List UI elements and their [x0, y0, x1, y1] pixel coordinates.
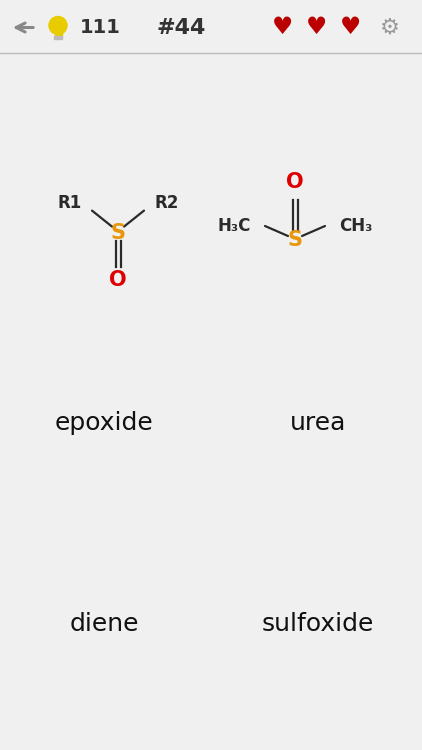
Text: ♥: ♥ — [340, 16, 361, 40]
Text: S: S — [287, 230, 303, 250]
Text: ⚙: ⚙ — [380, 17, 400, 38]
Text: R2: R2 — [154, 194, 179, 211]
Text: R1: R1 — [58, 194, 82, 211]
Text: urea: urea — [290, 411, 346, 435]
Circle shape — [49, 16, 67, 34]
Text: diene: diene — [69, 612, 139, 636]
Text: ♥: ♥ — [272, 16, 293, 40]
Bar — [54, 29, 62, 37]
Text: O: O — [286, 172, 304, 192]
Text: H₃C: H₃C — [218, 217, 251, 235]
Text: sulfoxide: sulfoxide — [262, 612, 374, 636]
Bar — [54, 36, 62, 38]
Text: ♥: ♥ — [306, 16, 327, 40]
Text: #44: #44 — [157, 17, 206, 38]
Text: epoxide: epoxide — [54, 411, 153, 435]
Text: S: S — [111, 223, 125, 242]
Text: CH₃: CH₃ — [339, 217, 372, 235]
Text: O: O — [109, 269, 127, 290]
Text: 111: 111 — [80, 18, 121, 37]
